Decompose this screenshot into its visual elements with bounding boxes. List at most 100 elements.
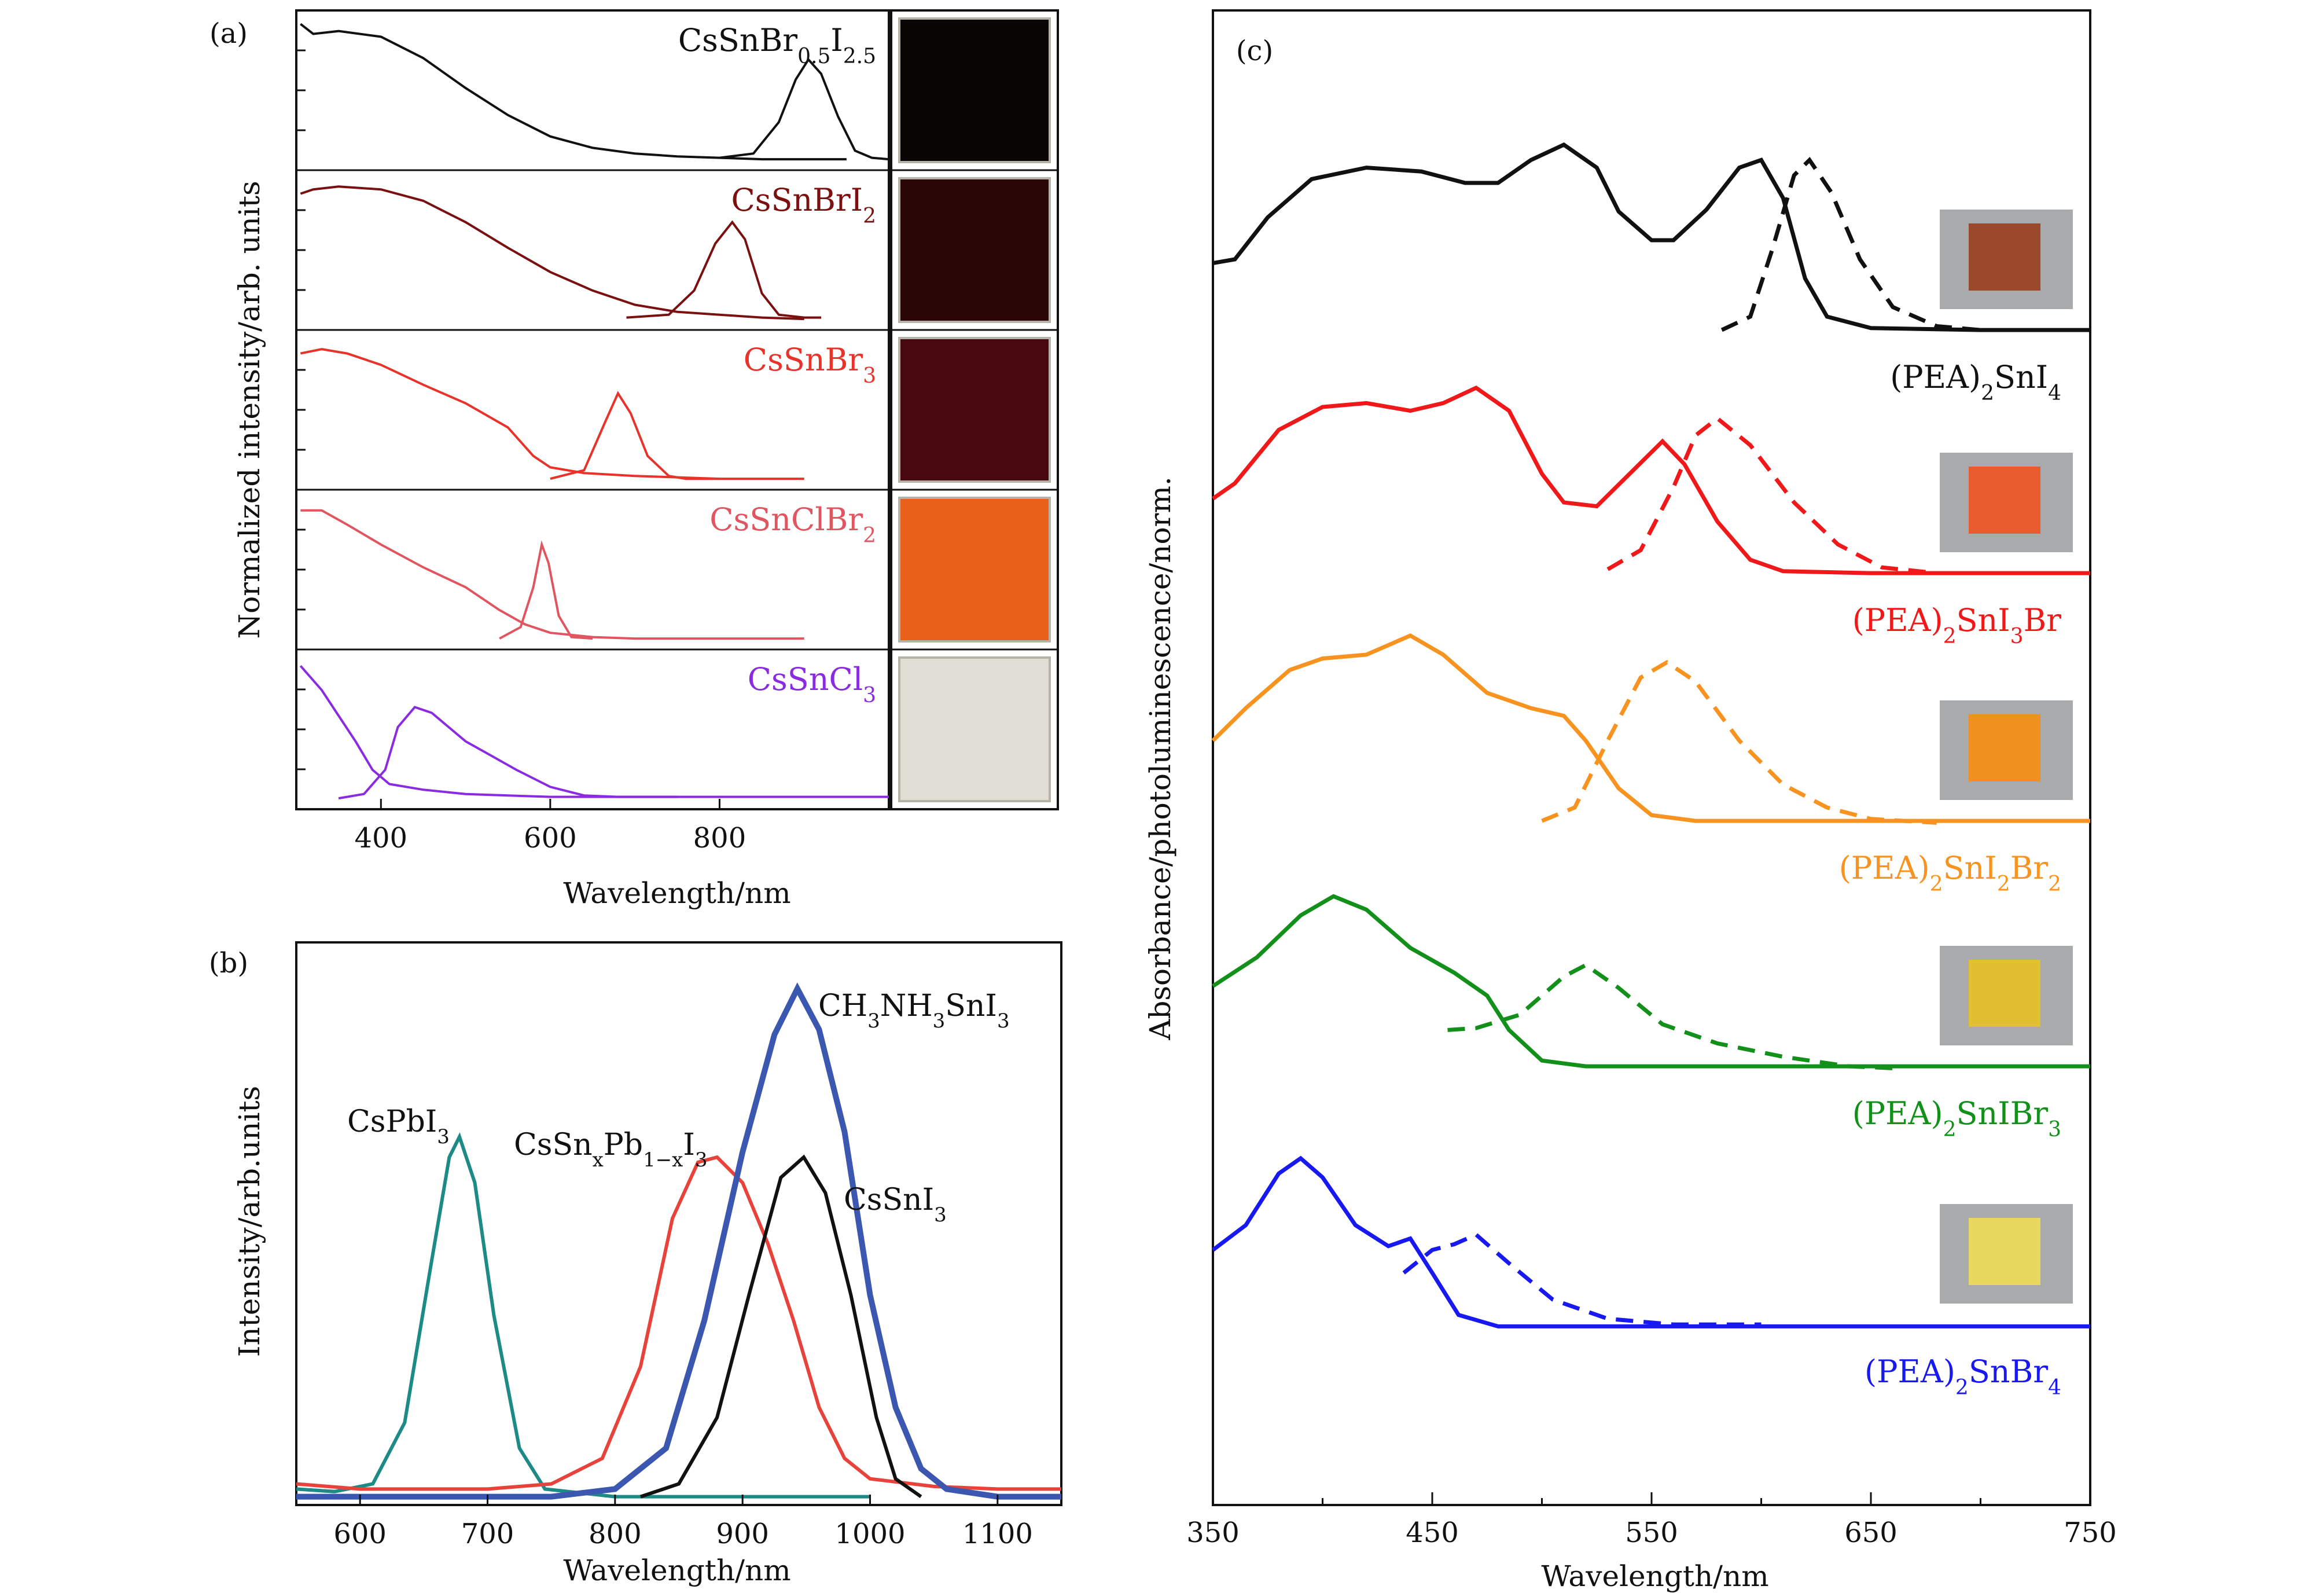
label-subscript: 2 [863,204,876,228]
x-tick-label: 600 [333,1518,387,1550]
label-text: CsSnBr [744,342,863,378]
label-subscript: 2 [1955,1376,1969,1400]
label-text: NH [880,989,933,1023]
sample-photo-2 [1969,467,2040,534]
label-subscript: 2 [1981,381,1994,405]
sample-photo-1 [1969,223,2040,291]
x-tick-label: 1100 [962,1518,1033,1550]
series-curve-4 [639,1154,922,1499]
label-subscript: 3 [934,1203,947,1227]
label-text: Br [2024,602,2062,638]
sample-photo-4 [1969,960,2040,1027]
sample-photo-3 [1969,714,2040,781]
label-subscript: 1−x [643,1148,683,1172]
absorbance-curve-3 [300,348,804,480]
pl-curve-4 [499,540,593,640]
x-tick-label: 800 [693,822,747,854]
label-subscript: 3 [437,1125,450,1148]
label-text: SnI [945,989,997,1023]
x-tick-label: 700 [461,1518,514,1550]
panel-a: (a) CsSnBr0.5I2.5CsSnBrI2CsSnBr3CsSnClBr2… [209,9,1059,910]
label-subscript: 2 [863,524,876,548]
panel-a-label: (a) [209,17,248,50]
pl-curve-5 [338,706,678,800]
sample-photo-5 [1969,1218,2040,1285]
absorbance-curve-4 [1212,894,2090,1069]
absorbance-curve-5 [299,665,889,798]
absorbance-curve-1 [300,23,847,161]
label-text: SnBr [1969,1353,2048,1390]
pl-curve-2 [626,220,821,319]
label-subscript: 3 [997,1010,1010,1033]
label-subscript: 3 [695,1148,708,1172]
label-text: CsSnBrI [731,182,863,218]
label-text: Br [2010,850,2049,886]
label-text: (PEA) [1890,359,1981,395]
series-label-2: CsSnBrI2 [731,182,876,228]
pl-curve-4 [1447,963,1893,1070]
label-subscript: 3 [863,684,876,707]
label-text: (PEA) [1865,1353,1955,1390]
x-axis-label: Wavelength/nm [1541,1559,1768,1593]
series-label-1: CsSnBr0.5I2.5 [678,22,876,68]
x-tick-label: 400 [354,822,407,854]
label-subscript: 2 [1943,625,1957,648]
label-subscript: 2 [2048,872,2061,896]
label-text: Pb [604,1128,643,1162]
pl-curve-1 [719,57,889,161]
x-tick-label: 450 [1406,1517,1459,1549]
sample-photo-2 [898,177,1051,323]
label-text: (PEA) [1852,1095,1943,1132]
label-subscript: 3 [933,1010,946,1033]
label-text: SnI [1956,602,2010,638]
series-label-4: CsSnClBr2 [709,501,876,548]
x-tick-label: 550 [1625,1517,1678,1549]
x-tick-label: 800 [589,1518,642,1550]
series-label-1: CsPbI3 [347,1104,450,1148]
series-label-2: CsSnxPb1−xI3 [514,1128,708,1172]
sample-photo-3 [898,337,1051,483]
series-curve-1 [296,1132,870,1499]
series-curve-2 [296,1155,1061,1491]
series-curve-3 [296,982,1061,1500]
label-text: SnI [1943,850,1997,886]
x-tick-label: 900 [716,1518,769,1550]
label-text: CsSnCl [748,661,863,698]
x-axis-label: Wavelength/nm [563,1554,790,1587]
absorbance-curve-4 [300,509,804,640]
panel-c: (c)(PEA)2SnI4(PEA)2SnI3Br(PEA)2SnI2Br2(P… [1143,9,2117,1593]
absorbance-curve-2 [300,185,804,321]
label-text: SnI [1994,359,2048,395]
pl-curve-5 [1402,1232,1762,1327]
y-axis-label: Absorbance/photoluminescence/norm. [1143,476,1177,1041]
label-text: (PEA) [1852,602,1943,638]
pl-curve-1 [1720,156,1981,332]
series-label-5: (PEA)2SnBr4 [1865,1353,2061,1400]
x-tick-label: 600 [524,822,577,854]
label-subscript: 3 [867,1010,880,1033]
panel-b-plot-frame [295,941,1062,1506]
label-text: CsPbI [347,1104,437,1139]
absorbance-curve-1 [1212,142,2090,332]
label-subscript: 0.5 [797,45,830,68]
absorbance-curve-3 [1211,633,2090,823]
series-label-4: CsSnI3 [844,1183,947,1227]
label-subscript: 3 [863,364,876,388]
absorbance-curve-5 [1211,1155,2090,1328]
series-label-5: CsSnCl3 [748,661,876,707]
label-text: I [830,22,843,58]
label-subscript: 4 [2048,1376,2061,1400]
x-tick-label: 350 [1186,1517,1240,1549]
sample-photo-4 [898,497,1051,643]
panel-b: (b)CsPbI3 CsSnxPb1−xI3CH3NH3SnI3CsSnI3600… [209,941,1062,1587]
panel-b-label: (b) [209,947,248,979]
x-tick-label: 1000 [834,1518,905,1550]
x-tick-label: 750 [2064,1517,2117,1549]
label-text: I [683,1128,695,1162]
pl-curve-3 [1541,660,1937,825]
pl-curve-3 [550,391,720,480]
label-text: CsSn [514,1128,593,1162]
label-text: CH [818,989,867,1023]
label-text: SnIBr [1956,1095,2048,1132]
